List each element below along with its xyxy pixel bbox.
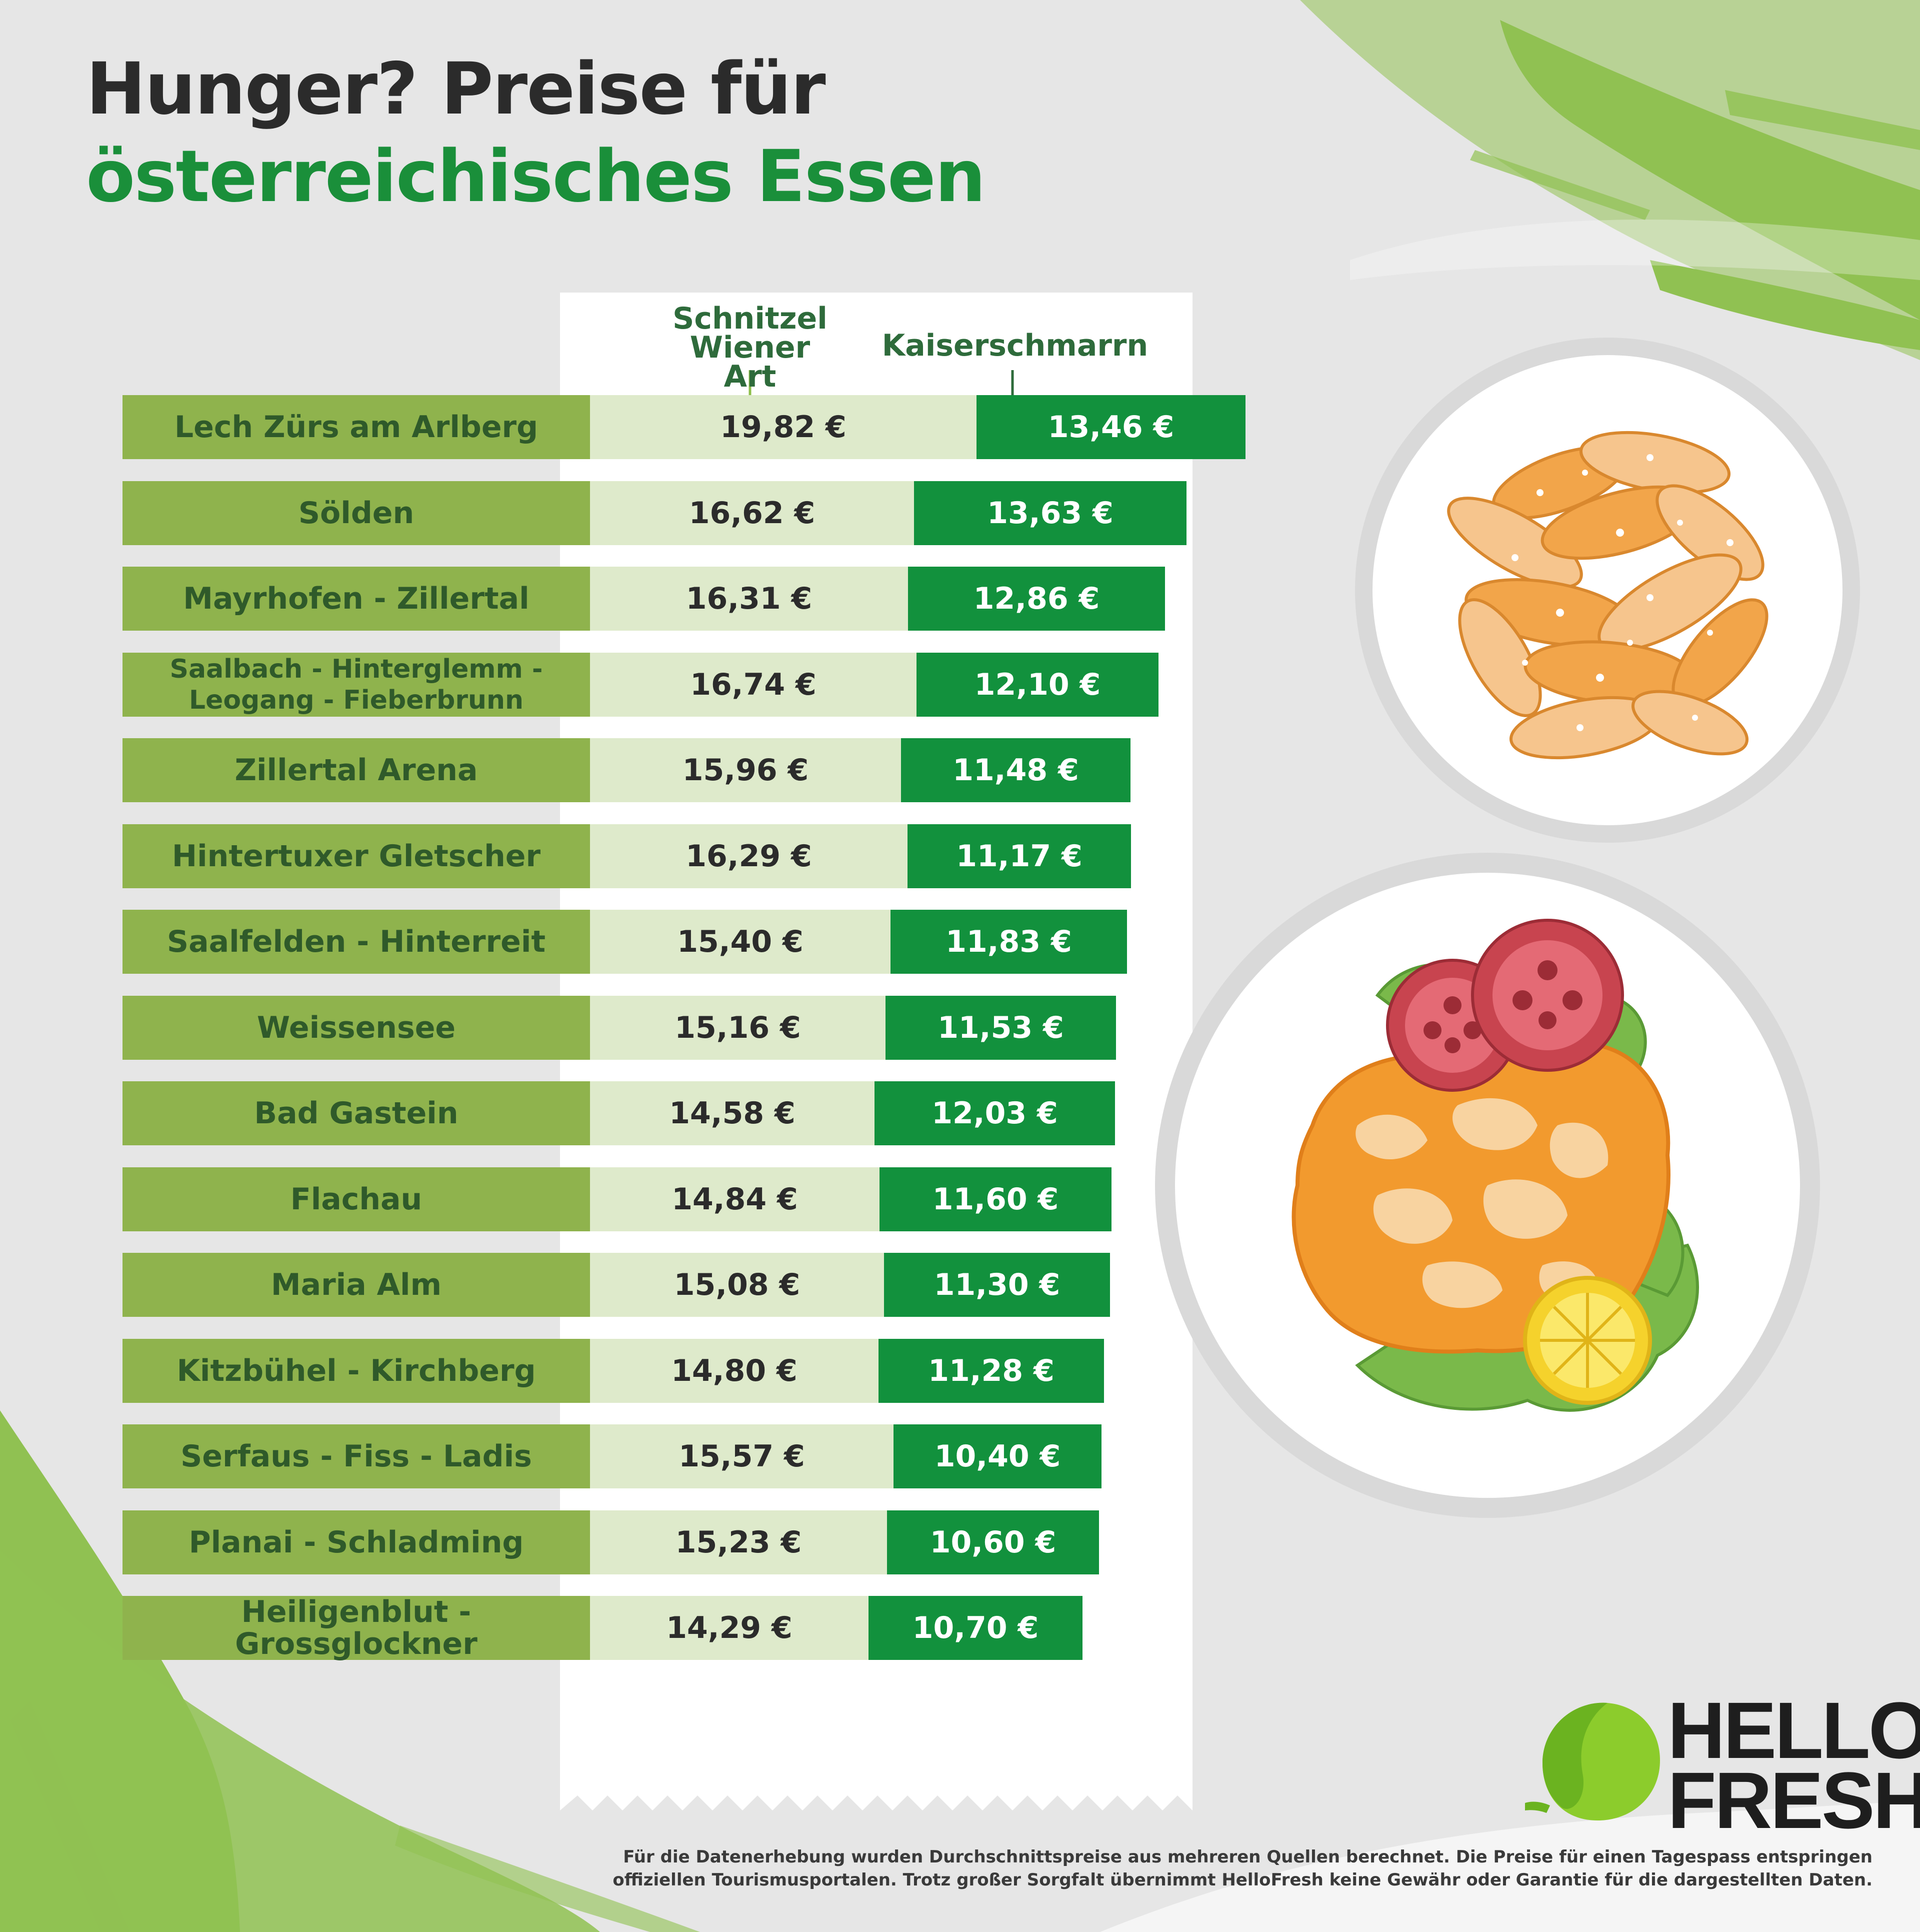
schnitzel-bar: 16,74 € [590,653,916,717]
kaiserschmarrn-bar: 10,40 € [894,1424,1102,1488]
schnitzel-bar: 16,29 € [590,824,908,888]
location-label: Serfaus - Fiss - Ladis [122,1424,590,1488]
kaiserschmarrn-bar: 13,63 € [914,481,1186,545]
kaiserschmarrn-bar: 10,60 € [887,1510,1099,1574]
location-label: Bad Gastein [122,1081,590,1145]
schnitzel-bar: 14,58 € [590,1081,874,1145]
kaiserschmarrn-bar: 11,83 € [890,910,1127,974]
location-label: Saalfelden - Hinterreit [122,910,590,974]
location-label: Mayrhofen - Zillertal [122,567,590,631]
location-label: Zillertal Arena [122,738,590,802]
logo-line-1: HELLO [1668,1685,1920,1775]
lime-logo-icon [1525,1702,1660,1820]
kaiserschmarrn-bar: 10,70 € [868,1596,1082,1660]
schnitzel-bar: 16,62 € [590,481,914,545]
location-label: Lech Zürs am Arlberg [122,395,590,459]
location-label: Maria Alm [122,1253,590,1317]
location-label: Planai - Schladming [122,1510,590,1574]
schnitzel-bar: 14,84 € [590,1167,880,1231]
header-schnitzel-line2: Art [724,359,776,394]
schnitzel-bar: 15,40 € [590,910,890,974]
footnote-line-1: Für die Datenerhebung wurden Durchschnit… [623,1847,1872,1867]
footnote-line-2: offiziellen Tourismusportalen. Trotz gro… [612,1870,1872,1890]
header-schnitzel: Schnitzel Wiener Art [620,301,880,394]
schnitzel-bar: 15,57 € [590,1424,894,1488]
kaiserschmarrn-bar: 12,86 € [908,567,1165,631]
page-title: Hunger? Preise für österreichisches Esse… [86,45,986,220]
header-schnitzel-line1: Schnitzel Wiener [672,301,828,365]
location-label: Sölden [122,481,590,545]
kaiserschmarrn-plate-icon [1355,338,1860,843]
schnitzel-bar: 14,80 € [590,1339,878,1403]
footnote: Für die Datenerhebung wurden Durchschnit… [522,1845,1872,1891]
kaiserschmarrn-bar: 11,28 € [878,1339,1104,1403]
kaiserschmarrn-bar: 11,53 € [886,996,1116,1060]
kaiserschmarrn-bar: 11,48 € [901,738,1130,802]
kaiserschmarrn-bar: 11,60 € [880,1167,1112,1231]
schnitzel-bar: 14,29 € [590,1596,868,1660]
schnitzel-bar: 15,23 € [590,1510,887,1574]
location-label: Flachau [122,1167,590,1231]
header-kaiserschmarrn: Kaiserschmarrn [882,328,1148,363]
location-label: Weissensee [122,996,590,1060]
location-label: Heiligenblut - Grossglockner [122,1596,590,1660]
schnitzel-bar: 15,16 € [590,996,886,1060]
kaiserschmarrn-bar: 11,30 € [884,1253,1110,1317]
location-label: Hintertuxer Gletscher [122,824,590,888]
location-label: Kitzbühel - Kirchberg [122,1339,590,1403]
schnitzel-bar: 16,31 € [590,567,908,631]
schnitzel-bar: 15,96 € [590,738,901,802]
kaiserschmarrn-bar: 13,46 € [976,395,1246,459]
title-line-2: österreichisches Essen [86,135,986,218]
title-line-1: Hunger? Preise für [86,47,826,131]
schnitzel-plate-icon [1155,853,1820,1518]
schnitzel-bar: 15,08 € [590,1253,884,1317]
location-label: Saalbach - Hinterglemm - Leogang - Fiebe… [122,653,590,717]
logo-line-2: FRESH [1668,1755,1920,1845]
hellofresh-logo: HELLO FRESH [1668,1685,1920,1845]
kaiserschmarrn-bar: 11,17 € [908,824,1131,888]
schnitzel-bar: 19,82 € [590,395,976,459]
kaiserschmarrn-bar: 12,03 € [874,1081,1115,1145]
kaiserschmarrn-bar: 12,10 € [916,653,1158,717]
